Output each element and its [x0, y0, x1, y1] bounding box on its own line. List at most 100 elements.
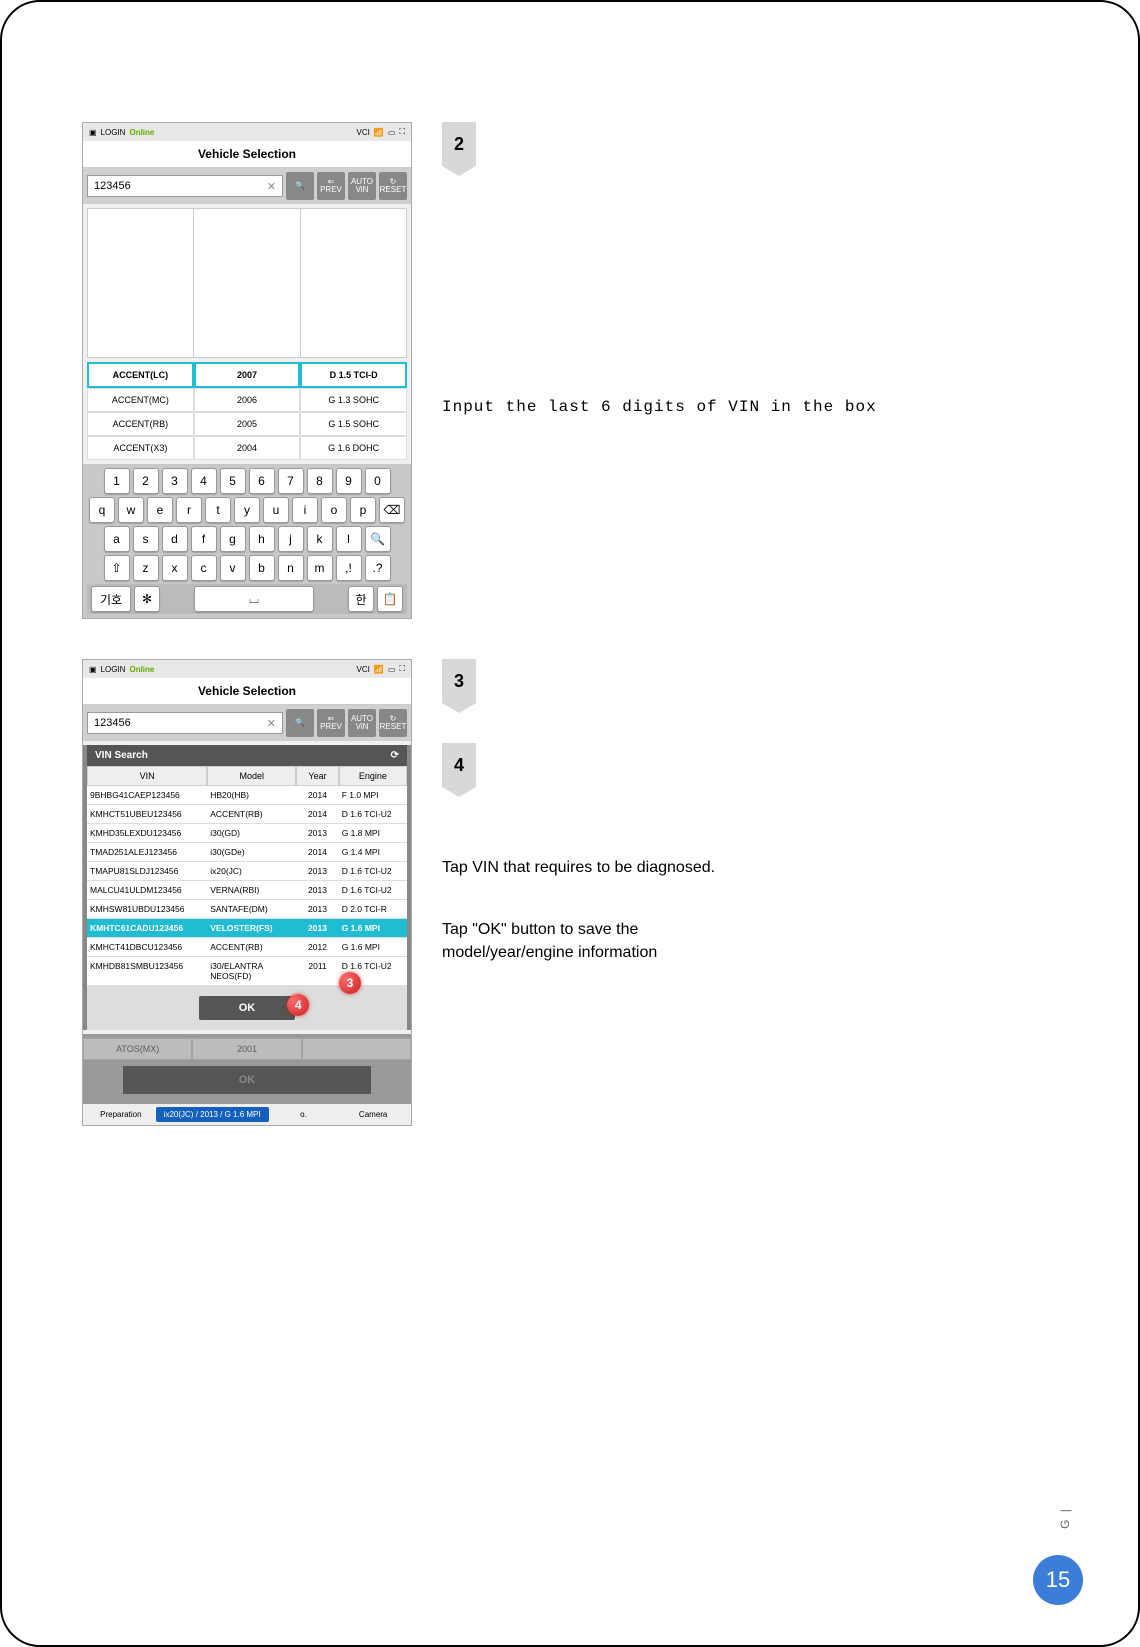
table-cell: 9BHBG41CAEP123456 — [87, 786, 207, 805]
key[interactable]: g — [220, 526, 246, 552]
key[interactable]: e — [147, 497, 173, 523]
key[interactable]: f — [191, 526, 217, 552]
key[interactable]: ,! — [336, 555, 362, 581]
key[interactable]: 8 — [307, 468, 333, 494]
key[interactable]: 9 — [336, 468, 362, 494]
step-3-instruction: Tap VIN that requires to be diagnosed. — [442, 857, 742, 879]
signal-icon: 📶 — [374, 128, 384, 137]
clipboard-key[interactable]: 📋 — [377, 586, 403, 612]
table-row[interactable]: KMHCT41DBCU123456ACCENT(RB)2012G 1.6 MPI — [87, 938, 407, 957]
footer-vehicle-pill[interactable]: ix20(JC) / 2013 / G 1.6 MPI — [156, 1107, 269, 1122]
table-cell: 2013 — [296, 862, 338, 881]
table-cell: G 1.6 MPI — [339, 938, 407, 957]
key[interactable]: ⇧ — [104, 555, 130, 581]
key[interactable]: l — [336, 526, 362, 552]
key[interactable]: v — [220, 555, 246, 581]
key[interactable]: n — [278, 555, 304, 581]
selection-row[interactable]: ACCENT(RB)2005G 1.5 SOHC — [87, 412, 407, 436]
key[interactable]: p — [350, 497, 376, 523]
key[interactable]: q — [89, 497, 115, 523]
content-area: ▣ LOGIN Online VCI 📶 ▭ ⛶ Vehicle Selecti… — [82, 122, 877, 1126]
key[interactable]: o — [321, 497, 347, 523]
table-row[interactable]: KMHCT51UBEU123456ACCENT(RB)2014D 1.6 TCI… — [87, 805, 407, 824]
auto-vin-button[interactable]: AUTO ViN — [348, 172, 376, 200]
engine-column[interactable] — [301, 209, 406, 357]
key[interactable]: i — [292, 497, 318, 523]
gear-key[interactable]: ✻ — [134, 586, 160, 612]
table-cell: VERNA(RBI) — [207, 881, 296, 900]
ok-button[interactable]: OK 4 — [199, 996, 296, 1020]
reset-button[interactable]: ↻RESET — [379, 709, 407, 737]
key[interactable]: k — [307, 526, 333, 552]
key[interactable]: 🔍 — [365, 526, 391, 552]
prev-button[interactable]: ⇐PREV — [317, 172, 345, 200]
table-row[interactable]: KMHD35LEXDU123456i30(GD)2013G 1.8 MPI — [87, 824, 407, 843]
year-column[interactable] — [194, 209, 300, 357]
battery-icon: ▭ — [388, 128, 396, 137]
selection-rows: ACCENT(LC)2007D 1.5 TCI-DACCENT(MC)2006G… — [87, 362, 407, 460]
table-cell: SANTAFE(DM) — [207, 900, 296, 919]
refresh-icon[interactable]: ⟳ — [391, 750, 399, 761]
table-row[interactable]: KMHTC61CADU123456VELOSTER(FS)2013G 1.6 M… — [87, 919, 407, 938]
key[interactable]: s — [133, 526, 159, 552]
lang-key[interactable]: 한 — [348, 586, 374, 612]
key[interactable]: y — [234, 497, 260, 523]
vin-input-box[interactable]: 123456 ✕ — [87, 712, 283, 734]
symbol-key[interactable]: 기호 — [91, 586, 131, 612]
vin-input-box[interactable]: 123456 ✕ — [87, 175, 283, 197]
key[interactable]: z — [133, 555, 159, 581]
dimmed-engine — [302, 1038, 411, 1060]
selection-cell-engine: G 1.6 DOHC — [300, 436, 407, 460]
selection-row[interactable]: ACCENT(LC)2007D 1.5 TCI-D — [87, 362, 407, 388]
key[interactable]: .? — [365, 555, 391, 581]
key[interactable]: c — [191, 555, 217, 581]
selection-row[interactable]: ACCENT(X3)2004G 1.6 DOHC — [87, 436, 407, 460]
key[interactable]: d — [162, 526, 188, 552]
key[interactable]: r — [176, 497, 202, 523]
key[interactable]: 7 — [278, 468, 304, 494]
search-button[interactable]: 🔍 — [286, 709, 314, 737]
search-button[interactable]: 🔍 — [286, 172, 314, 200]
key[interactable]: b — [249, 555, 275, 581]
table-row[interactable]: 9BHBG41CAEP123456HB20(HB)2014F 1.0 MPI — [87, 786, 407, 805]
spacebar-key[interactable]: ⌴ — [194, 586, 314, 612]
key[interactable]: h — [249, 526, 275, 552]
table-cell: D 1.6 TCI-U2 — [339, 862, 407, 881]
vci-label: VCI — [357, 128, 370, 137]
key[interactable]: w — [118, 497, 144, 523]
model-column[interactable] — [88, 209, 194, 357]
callout-4: 4 — [287, 994, 309, 1016]
key[interactable]: 0 — [365, 468, 391, 494]
table-row[interactable]: KMHSW81UBDU123456SANTAFE(DM)2013D 2.0 TC… — [87, 900, 407, 919]
clear-icon[interactable]: ✕ — [267, 180, 276, 193]
selection-row[interactable]: ACCENT(MC)2006G 1.3 SOHC — [87, 388, 407, 412]
table-row[interactable]: MALCU41ULDM123456VERNA(RBI)2013D 1.6 TCI… — [87, 881, 407, 900]
key[interactable]: t — [205, 497, 231, 523]
key[interactable]: a — [104, 526, 130, 552]
key[interactable]: m — [307, 555, 333, 581]
reset-button[interactable]: ↻RESET — [379, 172, 407, 200]
key[interactable]: u — [263, 497, 289, 523]
prev-button[interactable]: ⇐PREV — [317, 709, 345, 737]
footer-preparation[interactable]: Preparation — [86, 1110, 156, 1119]
footer-camera[interactable]: Camera — [338, 1110, 408, 1119]
table-cell: MALCU41ULDM123456 — [87, 881, 207, 900]
auto-vin-button[interactable]: AUTOViN — [348, 709, 376, 737]
table-cell: i30(GD) — [207, 824, 296, 843]
key[interactable]: 6 — [249, 468, 275, 494]
table-cell: HB20(HB) — [207, 786, 296, 805]
key[interactable]: j — [278, 526, 304, 552]
online-label: Online — [129, 665, 154, 674]
key[interactable]: x — [162, 555, 188, 581]
key[interactable]: 2 — [133, 468, 159, 494]
key[interactable]: ⌫ — [379, 497, 405, 523]
table-row[interactable]: TMAPU81SLDJ123456ix20(JC)2013D 1.6 TCI-U… — [87, 862, 407, 881]
key[interactable]: 1 — [104, 468, 130, 494]
key[interactable]: 5 — [220, 468, 246, 494]
key[interactable]: 3 — [162, 468, 188, 494]
key[interactable]: 4 — [191, 468, 217, 494]
screenshot-step-3-4: ▣ LOGIN Online VCI 📶 ▭ ⛶ Vehicle Selecti… — [82, 659, 412, 1126]
col-engine: Engine — [339, 766, 407, 786]
table-row[interactable]: TMAD251ALEJ123456i30(GDe)2014G 1.4 MPI — [87, 843, 407, 862]
clear-icon[interactable]: ✕ — [267, 717, 276, 730]
